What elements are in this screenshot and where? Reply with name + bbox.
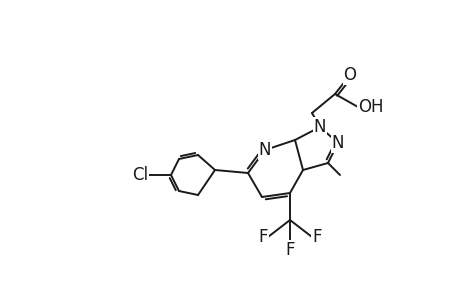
Text: N: N	[331, 134, 343, 152]
Text: N: N	[313, 118, 325, 136]
Text: F: F	[311, 228, 321, 246]
Text: N: N	[258, 141, 271, 159]
Text: Cl: Cl	[132, 166, 148, 184]
Text: F: F	[285, 241, 294, 259]
Text: O: O	[343, 66, 356, 84]
Text: OH: OH	[357, 98, 383, 116]
Text: F: F	[258, 228, 268, 246]
